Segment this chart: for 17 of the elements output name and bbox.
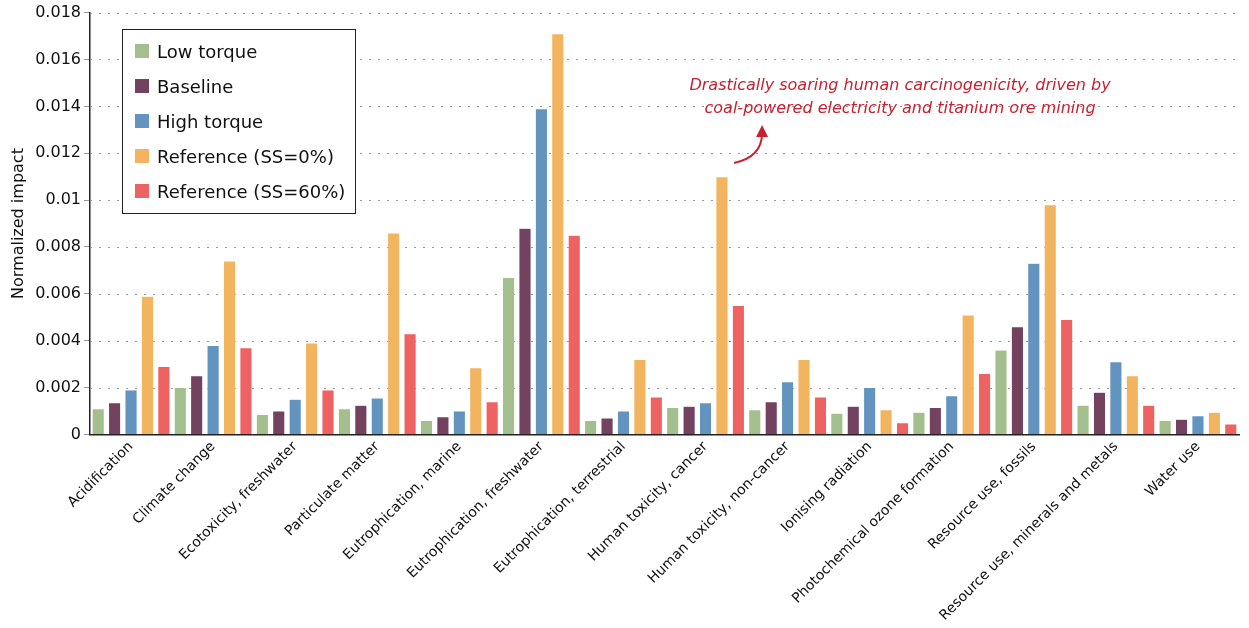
y-tick-label: 0.01 [45, 189, 81, 209]
legend-label: Reference (SS=0%) [157, 145, 334, 167]
y-tick-label: 0 [70, 423, 81, 443]
annotation: Drastically soaring human carcinogenicity, driven by coal-powered electricity and titanium ore mining [689, 75, 1112, 118]
y-tick-label: 0.014 [35, 95, 81, 115]
y-tick-label: 0.006 [35, 282, 81, 302]
y-axis-title: Normalized impact [7, 148, 27, 299]
legend-label: Baseline [157, 75, 234, 97]
y-tick-label: 0.002 [35, 376, 81, 396]
legend-label: Reference (SS=60%) [157, 180, 346, 202]
y-tick-label: 0.016 [35, 48, 81, 68]
legend-label: High torque [157, 110, 264, 132]
y-tick-label: 0.018 [35, 1, 81, 21]
legend-label: Low torque [157, 40, 258, 62]
y-tick-label: 0.012 [35, 142, 81, 162]
y-tick-label: 0.004 [35, 329, 81, 349]
y-tick-label: 0.008 [35, 236, 81, 256]
